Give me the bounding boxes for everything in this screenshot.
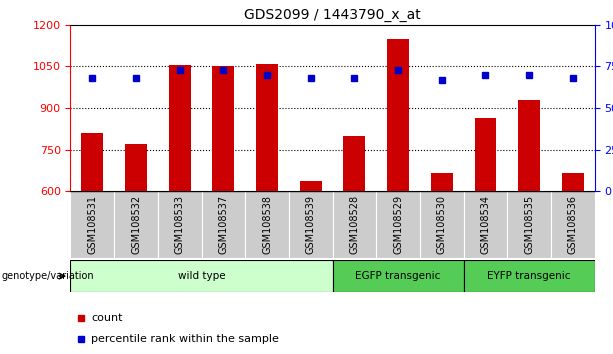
Bar: [114, 191, 158, 258]
Bar: [343, 136, 365, 191]
Bar: [245, 191, 289, 258]
Bar: [507, 191, 551, 258]
Title: GDS2099 / 1443790_x_at: GDS2099 / 1443790_x_at: [244, 8, 421, 22]
Text: percentile rank within the sample: percentile rank within the sample: [91, 334, 280, 344]
Bar: [70, 191, 114, 258]
Bar: [376, 191, 420, 258]
Bar: [82, 133, 103, 191]
Text: count: count: [91, 313, 123, 323]
Bar: [125, 144, 147, 191]
Text: GSM108529: GSM108529: [393, 195, 403, 255]
Bar: [256, 64, 278, 191]
Text: genotype/variation: genotype/variation: [1, 271, 94, 281]
Bar: [158, 191, 202, 258]
Text: GSM108535: GSM108535: [524, 195, 534, 255]
Text: GSM108531: GSM108531: [87, 195, 97, 254]
Bar: [300, 182, 322, 191]
Text: GSM108537: GSM108537: [218, 195, 229, 255]
Bar: [463, 260, 595, 292]
Bar: [213, 67, 234, 191]
Text: GSM108539: GSM108539: [306, 195, 316, 254]
Bar: [333, 260, 463, 292]
Bar: [70, 260, 333, 292]
Bar: [289, 191, 332, 258]
Bar: [420, 191, 463, 258]
Text: EYFP transgenic: EYFP transgenic: [487, 271, 571, 281]
Bar: [474, 118, 497, 191]
Text: EGFP transgenic: EGFP transgenic: [356, 271, 441, 281]
Text: GSM108538: GSM108538: [262, 195, 272, 254]
Bar: [431, 173, 452, 191]
Bar: [202, 191, 245, 258]
Bar: [463, 191, 507, 258]
Text: GSM108530: GSM108530: [436, 195, 447, 254]
Bar: [562, 173, 584, 191]
Text: GSM108528: GSM108528: [349, 195, 359, 255]
Text: GSM108532: GSM108532: [131, 195, 141, 255]
Bar: [169, 65, 191, 191]
Bar: [387, 39, 409, 191]
Bar: [333, 191, 376, 258]
Bar: [518, 100, 540, 191]
Bar: [551, 191, 595, 258]
Text: GSM108533: GSM108533: [175, 195, 185, 254]
Text: wild type: wild type: [178, 271, 226, 281]
Text: GSM108534: GSM108534: [481, 195, 490, 254]
Text: GSM108536: GSM108536: [568, 195, 578, 254]
